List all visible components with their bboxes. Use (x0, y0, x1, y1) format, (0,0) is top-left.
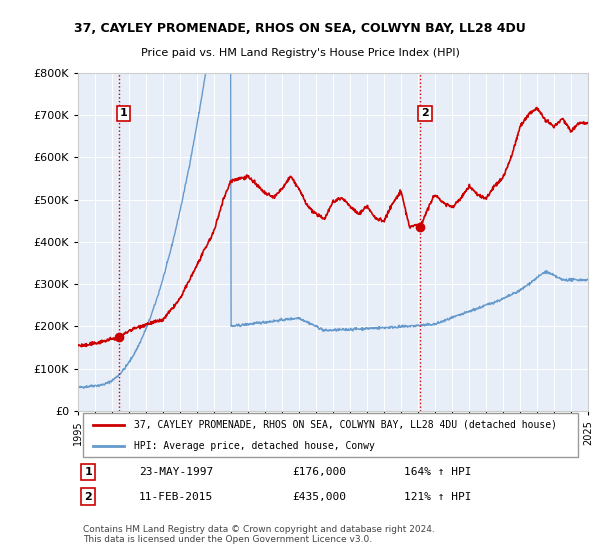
Text: Contains HM Land Registry data © Crown copyright and database right 2024.
This d: Contains HM Land Registry data © Crown c… (83, 525, 435, 544)
Text: 164% ↑ HPI: 164% ↑ HPI (404, 467, 472, 477)
Text: Price paid vs. HM Land Registry's House Price Index (HPI): Price paid vs. HM Land Registry's House … (140, 48, 460, 58)
Text: 2: 2 (421, 109, 429, 118)
Text: 1: 1 (120, 109, 128, 118)
Text: £435,000: £435,000 (292, 492, 346, 502)
Text: 1: 1 (85, 467, 92, 477)
Text: 23-MAY-1997: 23-MAY-1997 (139, 467, 214, 477)
Text: £176,000: £176,000 (292, 467, 346, 477)
Text: 37, CAYLEY PROMENADE, RHOS ON SEA, COLWYN BAY, LL28 4DU (detached house): 37, CAYLEY PROMENADE, RHOS ON SEA, COLWY… (134, 419, 557, 430)
Text: HPI: Average price, detached house, Conwy: HPI: Average price, detached house, Conw… (134, 441, 375, 451)
Text: 37, CAYLEY PROMENADE, RHOS ON SEA, COLWYN BAY, LL28 4DU: 37, CAYLEY PROMENADE, RHOS ON SEA, COLWY… (74, 21, 526, 35)
Text: 2: 2 (85, 492, 92, 502)
Text: 11-FEB-2015: 11-FEB-2015 (139, 492, 214, 502)
FancyBboxPatch shape (83, 413, 578, 458)
Text: 121% ↑ HPI: 121% ↑ HPI (404, 492, 472, 502)
